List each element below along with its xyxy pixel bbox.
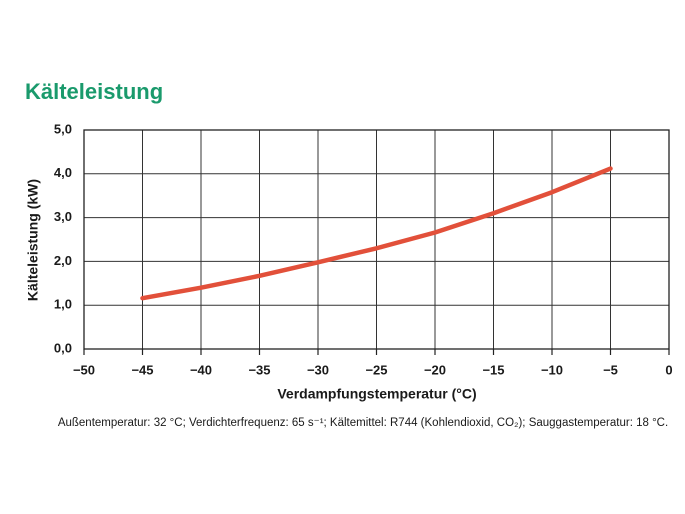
x-tick-label: −5 [603,362,618,377]
y-tick-label: 2,0 [54,253,72,268]
x-tick-label: −40 [190,362,212,377]
y-tick-label: 4,0 [54,165,72,180]
x-tick-label: 0 [665,362,672,377]
y-axis-label: Kälteleistung (kW) [25,179,41,301]
footnote: Außentemperatur: 32 °C; Verdichterfreque… [58,417,668,429]
y-tick-label: 1,0 [54,297,72,312]
x-tick-label: −20 [424,362,446,377]
y-tick-label: 0,0 [54,340,72,355]
data-line [140,166,613,301]
y-tick-label: 5,0 [54,121,72,136]
x-tick-label: −10 [541,362,563,377]
plot-frame [83,129,670,350]
x-axis-label: Verdampfungstemperatur (°C) [277,386,476,402]
x-tick-label: −30 [307,362,329,377]
x-tick-label: −45 [131,362,153,377]
x-tick-label: −25 [365,362,387,377]
x-tick-label: −15 [482,362,504,377]
chart-title: Kälteleistung [25,79,163,104]
y-tick-label: 3,0 [54,209,72,224]
x-tick-label: −50 [73,362,95,377]
x-tick-label: −35 [248,362,270,377]
